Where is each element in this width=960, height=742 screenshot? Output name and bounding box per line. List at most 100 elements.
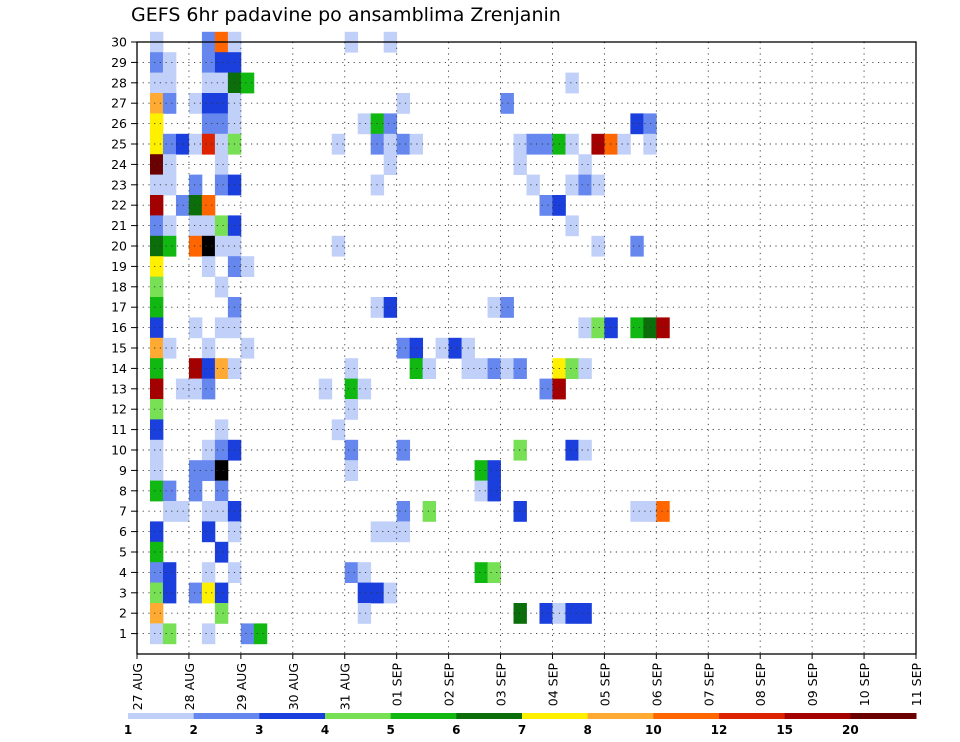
heatmap-cell bbox=[188, 235, 203, 257]
heatmap-cell bbox=[149, 439, 164, 461]
heatmap-cell bbox=[188, 460, 203, 481]
heatmap-cell bbox=[149, 235, 164, 257]
heatmap-cell bbox=[214, 317, 229, 339]
heatmap-cell bbox=[149, 460, 164, 481]
heatmap-cell bbox=[656, 501, 670, 522]
heatmap-cell bbox=[162, 235, 177, 257]
heatmap-cell bbox=[162, 623, 177, 645]
heatmap-cell bbox=[214, 72, 229, 94]
y-tick-label: 5 bbox=[119, 545, 127, 560]
heatmap-cell bbox=[240, 623, 255, 645]
heatmap-cell bbox=[201, 378, 216, 400]
heatmap-cell bbox=[539, 378, 553, 400]
y-tick-label: 30 bbox=[111, 35, 127, 50]
heatmap-cell bbox=[591, 317, 605, 339]
x-tick-label: 03 SEP bbox=[494, 663, 509, 707]
heatmap-cell bbox=[591, 174, 605, 196]
x-tick-label: 05 SEP bbox=[597, 663, 612, 707]
heatmap-cell bbox=[201, 72, 216, 94]
heatmap-cell bbox=[149, 419, 164, 441]
heatmap-cell bbox=[201, 582, 216, 604]
legend-color-swatch bbox=[784, 713, 851, 719]
heatmap-cell bbox=[201, 195, 216, 216]
heatmap-cell bbox=[162, 133, 177, 155]
heatmap-cell bbox=[188, 93, 203, 114]
legend-label: 4 bbox=[321, 723, 329, 737]
y-tick-label: 22 bbox=[111, 198, 127, 213]
y-tick-label: 24 bbox=[111, 157, 127, 172]
heatmap-cell bbox=[344, 460, 359, 481]
heatmap-cell bbox=[630, 235, 644, 257]
heatmap-cell bbox=[201, 439, 216, 461]
heatmap-cell bbox=[162, 337, 177, 359]
legend-label: 5 bbox=[386, 723, 394, 737]
heatmap-cell bbox=[331, 133, 346, 155]
heatmap-cell bbox=[188, 480, 203, 502]
heatmap-cell bbox=[214, 93, 229, 114]
legend-color-swatch bbox=[325, 713, 392, 719]
heatmap-cell bbox=[188, 317, 203, 339]
heatmap-cell bbox=[188, 174, 203, 196]
heatmap-cell bbox=[591, 235, 605, 257]
heatmap-cell bbox=[487, 297, 501, 318]
heatmap-cell bbox=[630, 501, 644, 522]
heatmap-cell bbox=[149, 52, 164, 73]
y-tick-label: 13 bbox=[111, 381, 127, 396]
y-tick-label: 8 bbox=[119, 483, 127, 498]
heatmap-cell bbox=[539, 603, 553, 624]
legend-label: 1 bbox=[124, 723, 132, 737]
x-tick-label: 08 SEP bbox=[753, 663, 768, 707]
heatmap-cell bbox=[500, 93, 514, 114]
heatmap-cell bbox=[162, 215, 177, 237]
heatmap-cell bbox=[656, 317, 670, 339]
heatmap-cell bbox=[162, 562, 177, 583]
y-tick-label: 25 bbox=[111, 137, 127, 152]
heatmap-cell bbox=[214, 174, 229, 196]
heatmap-cell bbox=[578, 603, 592, 624]
heatmap-cell bbox=[149, 317, 164, 339]
heatmap-cell bbox=[578, 317, 592, 339]
heatmap-cell bbox=[149, 521, 164, 543]
y-tick-label: 4 bbox=[119, 565, 127, 580]
heatmap-cell bbox=[383, 297, 398, 318]
y-tick-label: 2 bbox=[119, 606, 127, 621]
heatmap-cell bbox=[578, 174, 592, 196]
x-tick-label: 30 AUG bbox=[286, 663, 301, 710]
heatmap-cell bbox=[383, 521, 398, 543]
heatmap-cell bbox=[214, 154, 229, 175]
heatmap-cell bbox=[214, 235, 229, 257]
heatmap-cell bbox=[149, 562, 164, 583]
heatmap-cell bbox=[565, 603, 579, 624]
heatmap-cell bbox=[214, 501, 229, 522]
heatmap-cell bbox=[513, 603, 527, 624]
y-tick-label: 3 bbox=[119, 585, 127, 600]
heatmap-cell bbox=[500, 358, 514, 379]
heatmap-cell bbox=[396, 501, 411, 522]
heatmap-cell bbox=[344, 358, 359, 379]
y-tick-label: 7 bbox=[119, 504, 127, 519]
heatmap-cell bbox=[240, 256, 255, 277]
y-tick-label: 9 bbox=[119, 463, 127, 478]
heatmap-cell bbox=[357, 562, 372, 583]
heatmap-cell bbox=[214, 52, 229, 73]
heatmap-cell bbox=[396, 133, 411, 155]
y-tick-label: 26 bbox=[111, 116, 127, 131]
y-tick-label: 23 bbox=[111, 177, 127, 192]
heatmap-cell bbox=[149, 378, 164, 400]
heatmap-cell bbox=[357, 603, 372, 624]
heatmap-cell bbox=[487, 562, 501, 583]
heatmap-cell bbox=[383, 582, 398, 604]
heatmap-cell bbox=[565, 358, 579, 379]
heatmap-cell bbox=[565, 215, 579, 237]
heatmap-cell bbox=[396, 439, 411, 461]
heatmap-cell bbox=[214, 276, 229, 298]
heatmap-cell bbox=[188, 358, 203, 379]
heatmap-cell bbox=[188, 378, 203, 400]
heatmap-cell bbox=[201, 133, 216, 155]
heatmap-cell bbox=[513, 439, 527, 461]
x-tick-label: 11 SEP bbox=[909, 663, 924, 707]
heatmap-cell bbox=[240, 337, 255, 359]
heatmap-cell bbox=[357, 582, 372, 604]
heatmap-cell bbox=[513, 358, 527, 379]
legend-color-swatch bbox=[128, 713, 195, 719]
